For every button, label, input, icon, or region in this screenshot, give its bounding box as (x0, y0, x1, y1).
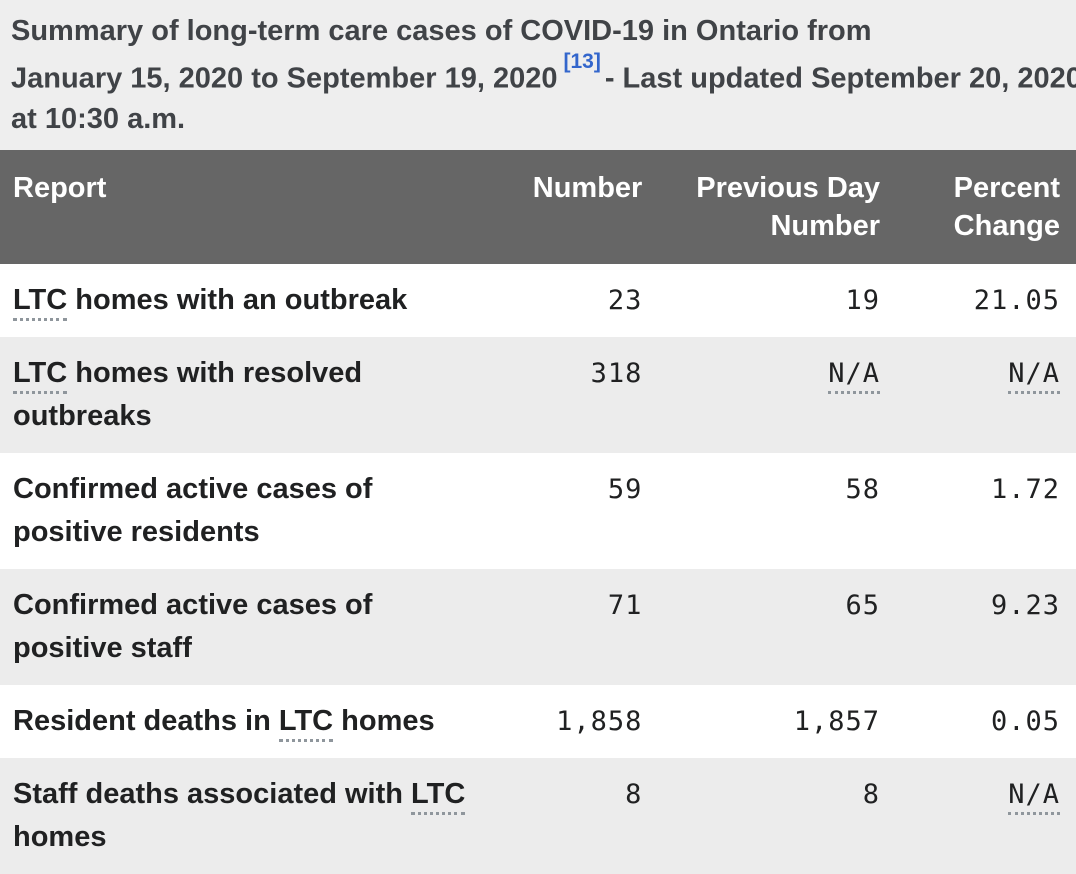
previous-day-value: 65 (656, 569, 893, 685)
ltc-abbreviation: LTC (13, 283, 68, 321)
percent-change-value: 21.05 (893, 264, 1076, 337)
value-text: 0.05 (990, 705, 1060, 737)
value-text: 1.72 (990, 473, 1060, 505)
value-text: 65 (845, 589, 881, 621)
value-text: 19 (845, 284, 881, 316)
previous-day-value: N/A (656, 337, 893, 453)
number-value: 318 (506, 337, 657, 453)
table-row-active-cases-staff: Confirmed active cases of positive staff… (0, 568, 1076, 685)
label-text: Resident deaths in (13, 704, 279, 737)
ltc-abbreviation: LTC (278, 704, 334, 742)
ltc-abbreviation: LTC (13, 356, 68, 394)
previous-day-value: 1,857 (656, 685, 893, 758)
label-text: homes with resolved outbreaks (13, 356, 363, 432)
ltc-abbreviation: LTC (411, 777, 466, 815)
report-label: LTC homes with an outbreak (0, 264, 506, 337)
value-text: 58 (845, 473, 881, 505)
value-text: 8 (862, 778, 881, 810)
caption-line-1: Summary of long-term care cases of COVID… (11, 11, 1062, 51)
value-text: 1,857 (793, 705, 881, 737)
caption-text: at 10:30 a.m. (11, 102, 186, 135)
value-text: N/A (1008, 778, 1060, 815)
label-text: Confirmed active cases of positive staff (13, 588, 373, 664)
table-row-ltc-homes-outbreak: LTC homes with an outbreak 23 19 21.05 (0, 264, 1076, 337)
column-header-percent-change: Percent Change (893, 149, 1076, 264)
value-text: 318 (590, 357, 643, 389)
label-text: Staff deaths associated with (13, 777, 412, 810)
caption-line-2: January 15, 2020 to September 19, 2020[1… (11, 50, 1076, 99)
value-text: 8 (625, 778, 643, 810)
value-text: N/A (828, 357, 881, 394)
value-text: 23 (607, 284, 643, 316)
label-text: Confirmed active cases of positive resid… (13, 472, 373, 548)
report-label: Confirmed active cases of positive resid… (0, 453, 506, 569)
caption-text: - Last updated September 20, 2020 (604, 62, 1076, 95)
number-value: 1,858 (506, 685, 657, 758)
table-caption: Summary of long-term care cases of COVID… (0, 0, 1076, 150)
number-value: 71 (506, 569, 657, 685)
caption-text: Summary of long-term care cases of COVID… (11, 15, 872, 47)
previous-day-value: 8 (656, 758, 893, 874)
report-label: Staff deaths associated with LTC homes (0, 758, 506, 874)
reference-link-13[interactable]: [13] (563, 50, 601, 73)
value-text: 21.05 (973, 284, 1060, 316)
table-row-resident-deaths: Resident deaths in LTC homes 1,858 1,857… (0, 685, 1076, 758)
previous-day-value: 19 (656, 264, 893, 337)
report-label: LTC homes with resolved outbreaks (0, 337, 506, 453)
value-text: 59 (607, 473, 643, 505)
percent-change-value: N/A (893, 758, 1076, 874)
table-row-active-cases-residents: Confirmed active cases of positive resid… (0, 453, 1076, 569)
caption-line-3: at 10:30 a.m. (11, 99, 1062, 139)
number-value: 23 (506, 264, 657, 337)
percent-change-value: 9.23 (893, 569, 1076, 685)
label-text: homes (333, 704, 435, 737)
column-header-number: Number (505, 149, 657, 264)
caption-text: January 15, 2020 to September 19, 2020 (11, 62, 558, 95)
table-row-ltc-homes-resolved: LTC homes with resolved outbreaks 318 N/… (0, 336, 1076, 453)
column-header-report: Report (0, 149, 506, 264)
value-text: 71 (607, 589, 643, 621)
table-header-row: Report Number Previous Day Number Percen… (0, 149, 1076, 264)
report-label: Resident deaths in LTC homes (0, 685, 506, 758)
percent-change-value: N/A (893, 337, 1076, 453)
table-row-staff-deaths: Staff deaths associated with LTC homes 8… (0, 757, 1076, 874)
previous-day-value: 58 (656, 453, 893, 569)
label-text: homes with an outbreak (67, 283, 408, 316)
ltc-summary-table: Report Number Previous Day Number Percen… (0, 149, 1076, 874)
report-label: Confirmed active cases of positive staff (0, 569, 506, 685)
value-text: 1,858 (556, 705, 643, 737)
value-text: N/A (1008, 357, 1060, 394)
label-text: homes (13, 820, 107, 853)
value-text: 9.23 (990, 589, 1060, 621)
number-value: 59 (506, 453, 657, 569)
percent-change-value: 1.72 (893, 453, 1076, 569)
percent-change-value: 0.05 (893, 685, 1076, 758)
number-value: 8 (506, 758, 657, 874)
column-header-previous-day-number: Previous Day Number (656, 149, 894, 264)
